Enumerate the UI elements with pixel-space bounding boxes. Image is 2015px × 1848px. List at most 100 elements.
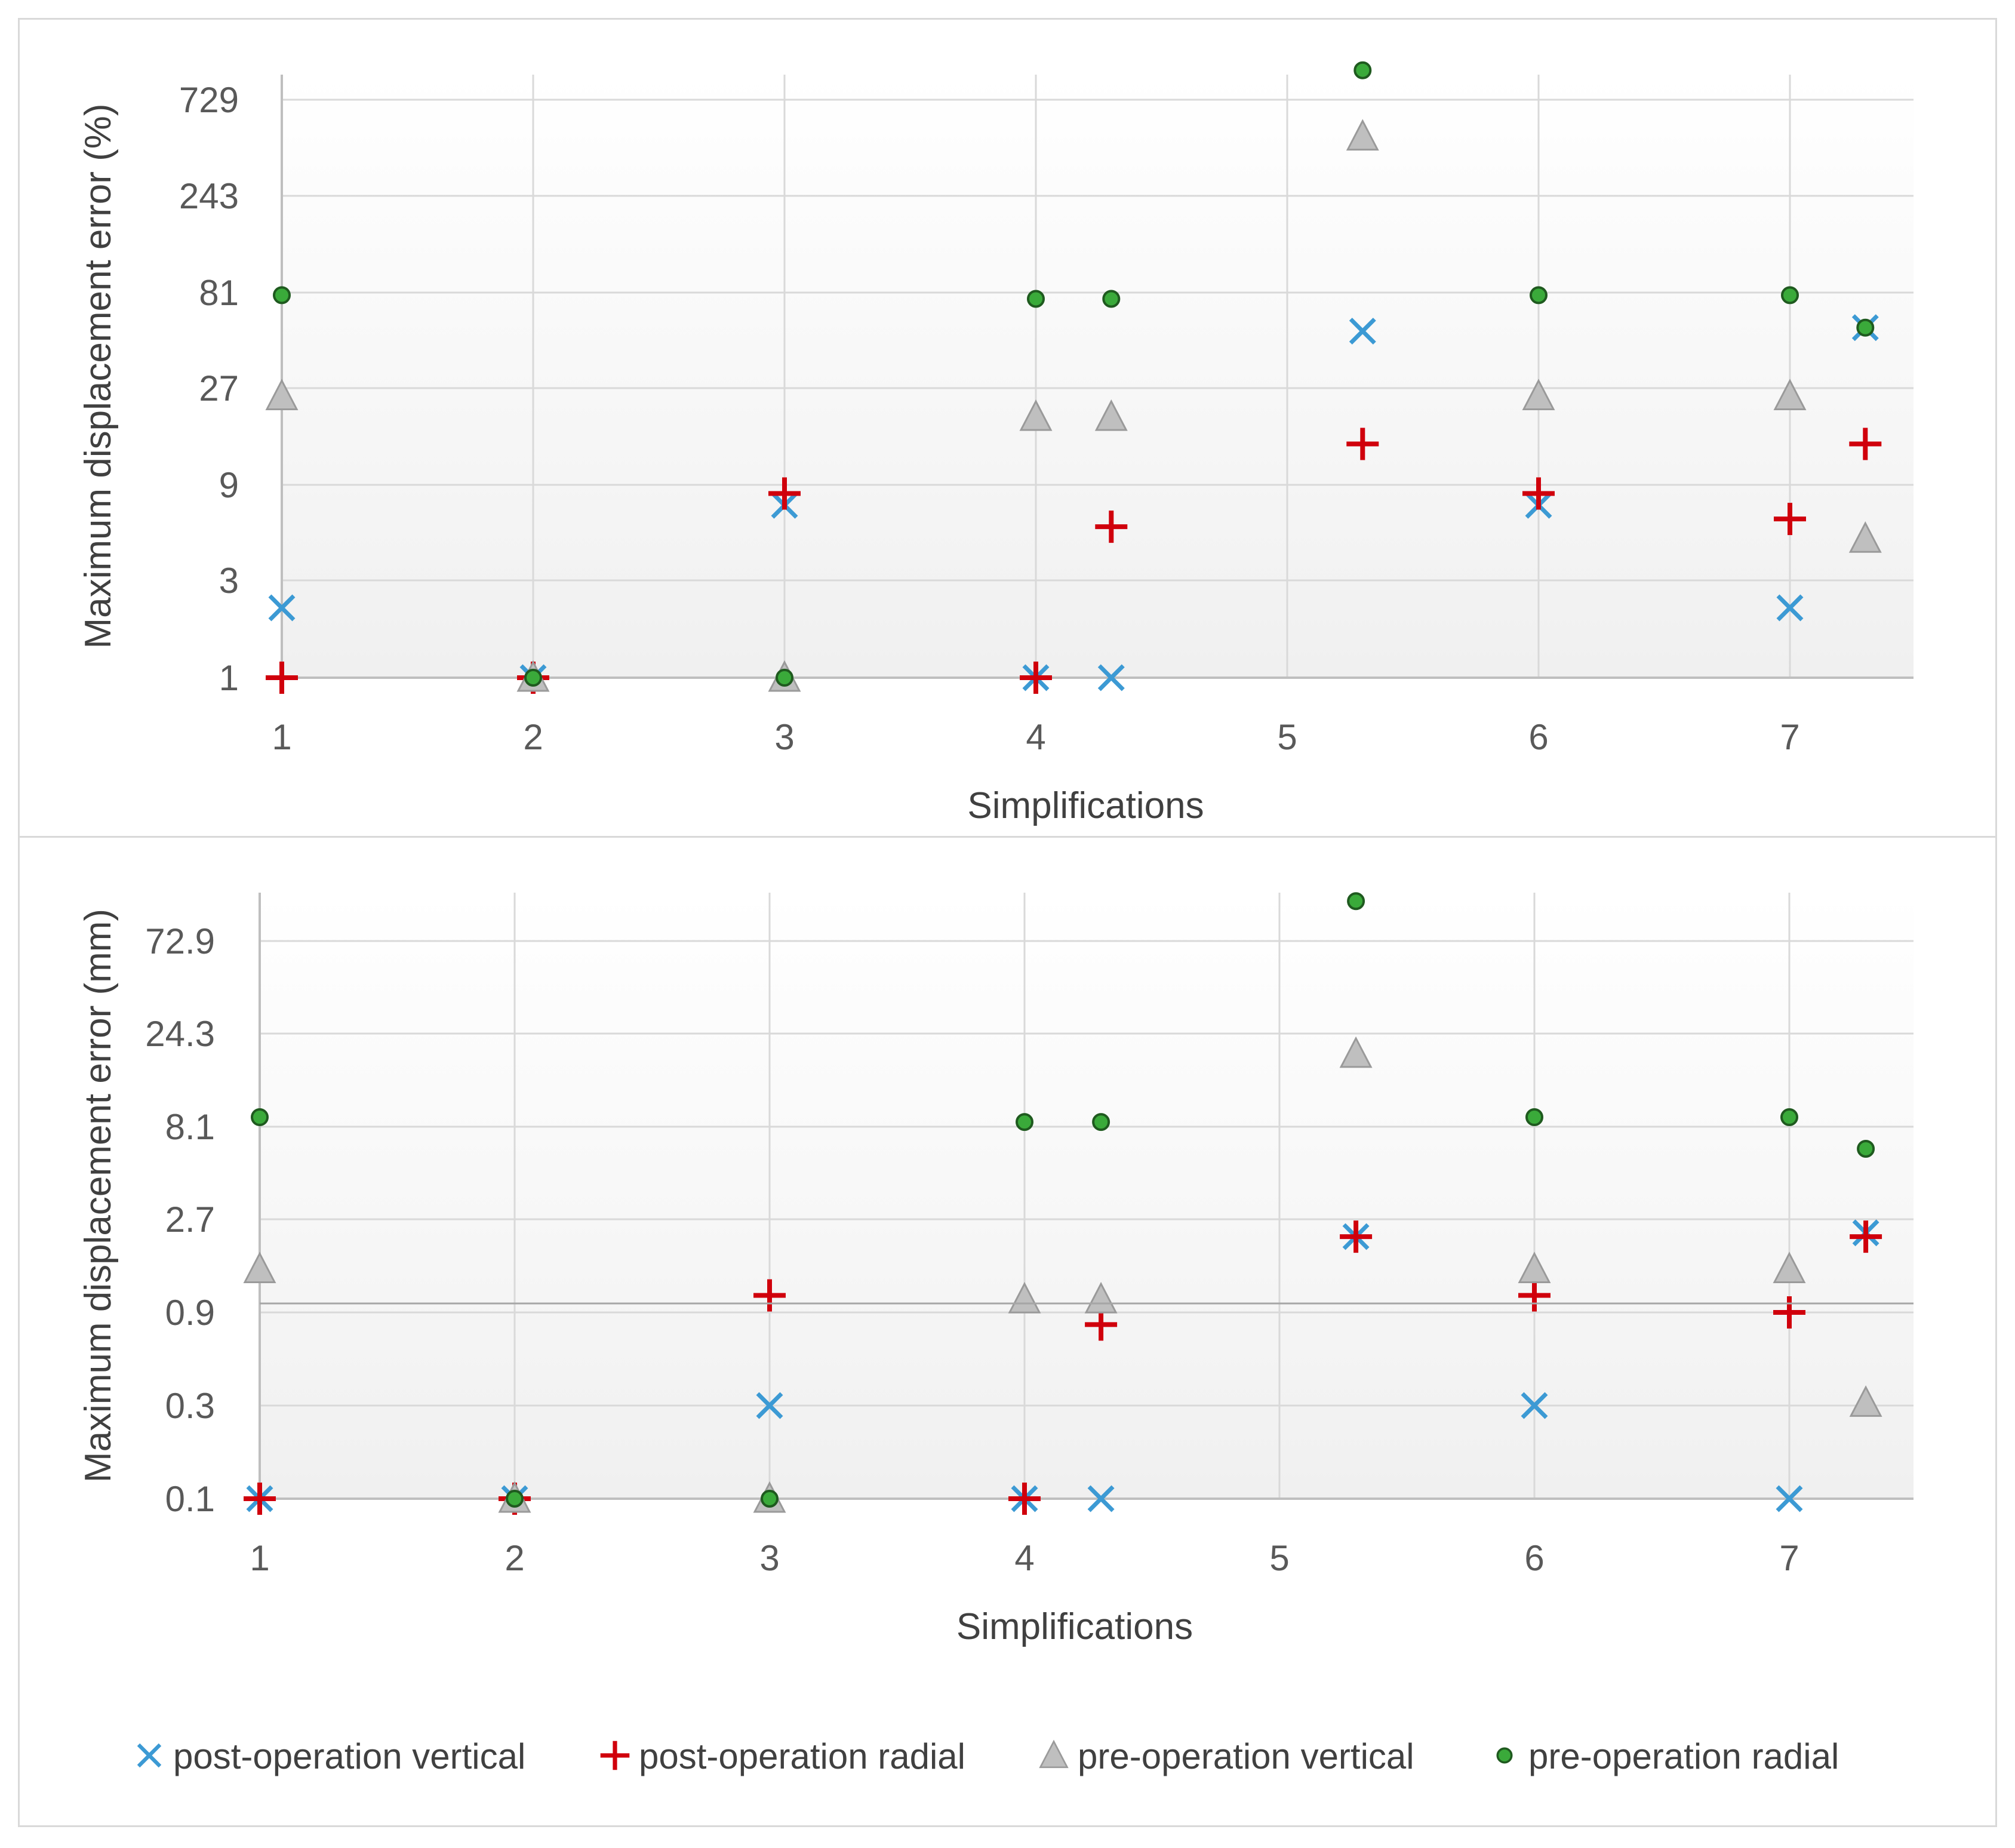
chart2-point-triangle-5 xyxy=(1084,1281,1118,1314)
chart2-point-triangle-7-shape xyxy=(1518,1252,1551,1283)
chart1-point-plus-3 xyxy=(768,477,801,510)
chart1-x-tick-label-7: 7 xyxy=(1780,717,1799,757)
chart1-point-plus-9 xyxy=(1849,428,1882,460)
chart1-y-tick-label-1: 1 xyxy=(219,658,239,698)
chart2-x-tick-label-2: 2 xyxy=(504,1538,524,1578)
chart2-point-circle-3 xyxy=(761,1490,779,1508)
chart1-point-x-8 xyxy=(1776,594,1804,622)
chart2-x-tick-label-5: 5 xyxy=(1269,1538,1289,1578)
chart1-point-triangle-9-shape xyxy=(1848,521,1882,553)
chart1-point-circle-4 xyxy=(1027,290,1045,308)
chart2-x-tick-label-6: 6 xyxy=(1524,1538,1544,1578)
chart1-point-circle-4-shape xyxy=(1027,290,1045,308)
chart1-point-x-5-stroke-b xyxy=(1097,664,1125,691)
panel-divider xyxy=(18,836,1997,838)
chart1-point-triangle-7 xyxy=(1522,379,1555,410)
chart2-y-tick-label-7: 72.9 xyxy=(145,921,215,961)
chart2-point-circle-8-shape xyxy=(1780,1108,1798,1127)
chart2-x-tick-label-7: 7 xyxy=(1779,1538,1799,1578)
chart1-point-circle-2 xyxy=(524,669,542,687)
chart2-point-x-7 xyxy=(1521,1392,1548,1419)
chart2-point-plus-5 xyxy=(1085,1308,1118,1341)
chart2-series-pre-operation-radial xyxy=(251,892,1875,1508)
chart1-x-tick-label-1: 1 xyxy=(272,717,291,757)
chart2-point-x-5-stroke-b xyxy=(1087,1485,1115,1512)
legend-label-1: post-operation vertical xyxy=(173,1736,525,1776)
chart1-plot-area xyxy=(282,75,1914,678)
chart1-y-axis-title: Maximum displacement error (%) xyxy=(78,104,119,649)
chart2-point-circle-4 xyxy=(1016,1113,1033,1131)
chart1-point-circle-1 xyxy=(273,286,291,305)
chart2-series-post-operation-vertical xyxy=(246,1219,1879,1512)
chart2-y-tick-label-6: 24.3 xyxy=(145,1014,215,1054)
chart2-point-circle-7-shape xyxy=(1525,1108,1543,1127)
chart2-point-circle-1-shape xyxy=(251,1108,269,1127)
chart1-point-triangle-8-shape xyxy=(1773,379,1807,410)
chart1-point-circle-2-shape xyxy=(524,669,542,687)
chart2-x-tick-label-4: 4 xyxy=(1014,1538,1034,1578)
chart2-x-axis-title: Simplifications xyxy=(956,1606,1193,1647)
chart2-point-triangle-5-shape xyxy=(1084,1281,1118,1314)
chart2-y-tick-label-4: 2.7 xyxy=(165,1200,215,1240)
chart1-point-triangle-7-shape xyxy=(1522,379,1555,410)
chart1-point-plus-6 xyxy=(1346,428,1379,460)
chart1-y-tick-label-3: 9 xyxy=(219,465,239,505)
legend-label-2: post-operation radial xyxy=(639,1736,965,1776)
chart2-point-circle-1 xyxy=(251,1108,269,1127)
chart2-point-x-3-stroke-b xyxy=(756,1392,783,1419)
chart1-x-tick-label-4: 4 xyxy=(1026,717,1045,757)
chart2-y-axis-title: Maximum displacement error (mm) xyxy=(78,909,119,1483)
chart1-y-tick-label-4: 27 xyxy=(199,368,239,408)
chart2-point-triangle-4 xyxy=(1008,1281,1041,1314)
chart2-y-tick-label-3: 0.9 xyxy=(165,1293,215,1333)
chart2-point-triangle-6-shape xyxy=(1339,1036,1373,1068)
chart1-y-tick-label-7: 729 xyxy=(179,80,239,120)
chart2-plot-area xyxy=(260,893,1914,1499)
legend-marker-3 xyxy=(1039,1739,1069,1769)
chart1-point-triangle-4-shape xyxy=(1019,399,1053,431)
chart1-point-circle-7-shape xyxy=(1530,286,1548,305)
chart1-panel: 1 3 9 27 81 243 729 1 2 3 4 5 6 7 Simplifications Maxim… xyxy=(78,61,1914,826)
chart2-x-tick-label-3: 3 xyxy=(759,1538,779,1578)
chart1-point-circle-3 xyxy=(776,669,793,687)
chart2-point-triangle-6 xyxy=(1339,1036,1373,1068)
chart1-point-triangle-5 xyxy=(1094,399,1128,431)
chart1-point-x-6-stroke-b xyxy=(1349,318,1376,345)
legend-marker-4 xyxy=(1496,1747,1513,1764)
chart1-series-pre-operation-radial xyxy=(273,61,1875,687)
chart2-point-plus-1 xyxy=(244,1483,276,1515)
chart1-point-circle-9-shape xyxy=(1856,318,1875,337)
chart2-panel: 0.1 0.3 0.9 2.7 8.1 24.3 72.9 1 2 3 4 5 6 7 Simplifica… xyxy=(78,892,1914,1647)
chart1-x-tick-label-3: 3 xyxy=(774,717,794,757)
legend-label-4: pre-operation radial xyxy=(1528,1736,1839,1776)
chart1-point-plus-8 xyxy=(1774,503,1806,536)
chart1-point-plus-4 xyxy=(1020,662,1052,694)
chart2-point-plus-6 xyxy=(1340,1220,1373,1253)
chart1-point-triangle-1-shape xyxy=(265,379,299,410)
chart1-point-triangle-4 xyxy=(1019,399,1053,431)
chart1-point-plus-5 xyxy=(1095,511,1128,543)
chart2-point-circle-7 xyxy=(1525,1108,1543,1127)
chart1-series-pre-operation-vertical xyxy=(265,119,1882,692)
chart1-point-triangle-6-shape xyxy=(1346,119,1379,151)
chart2-point-x-5 xyxy=(1087,1485,1115,1512)
legend-label-3: pre-operation vertical xyxy=(1078,1736,1414,1776)
chart2-point-x-8 xyxy=(1776,1485,1803,1512)
chart1-point-circle-5-shape xyxy=(1102,290,1121,308)
chart1-point-circle-9 xyxy=(1856,318,1875,337)
chart2-point-triangle-8-shape xyxy=(1773,1252,1806,1283)
chart2-point-plus-9 xyxy=(1850,1220,1882,1253)
chart1-point-triangle-9 xyxy=(1848,521,1882,553)
legend-marker-1 xyxy=(137,1743,162,1768)
chart1-point-circle-5 xyxy=(1102,290,1121,308)
chart1-point-triangle-5-shape xyxy=(1094,399,1128,431)
legend: post-operation vertical post-operation ra… xyxy=(137,1736,1839,1776)
chart2-point-x-7-stroke-b xyxy=(1521,1392,1548,1419)
chart2-y-tick-label-2: 0.3 xyxy=(165,1386,215,1426)
chart2-point-triangle-9-shape xyxy=(1849,1385,1882,1417)
legend-marker-4-shape xyxy=(1496,1747,1513,1764)
chart1-point-circle-1-shape xyxy=(273,286,291,305)
legend-marker-1-stroke-b xyxy=(137,1743,162,1768)
legend-marker-2 xyxy=(600,1741,630,1770)
